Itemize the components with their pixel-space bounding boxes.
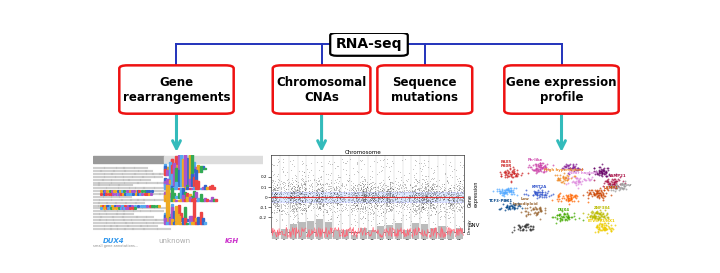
Text: Gene expression
profile: Gene expression profile xyxy=(506,76,617,103)
Text: RNA-seq: RNA-seq xyxy=(336,37,402,51)
FancyBboxPatch shape xyxy=(504,65,618,114)
Text: Chromosomal
CNAs: Chromosomal CNAs xyxy=(276,76,366,103)
FancyBboxPatch shape xyxy=(330,33,408,56)
FancyBboxPatch shape xyxy=(273,65,370,114)
Text: Sequence
mutations: Sequence mutations xyxy=(391,76,459,103)
FancyBboxPatch shape xyxy=(120,65,234,114)
Text: Gene
rearrangements: Gene rearrangements xyxy=(122,76,230,103)
FancyBboxPatch shape xyxy=(377,65,472,114)
